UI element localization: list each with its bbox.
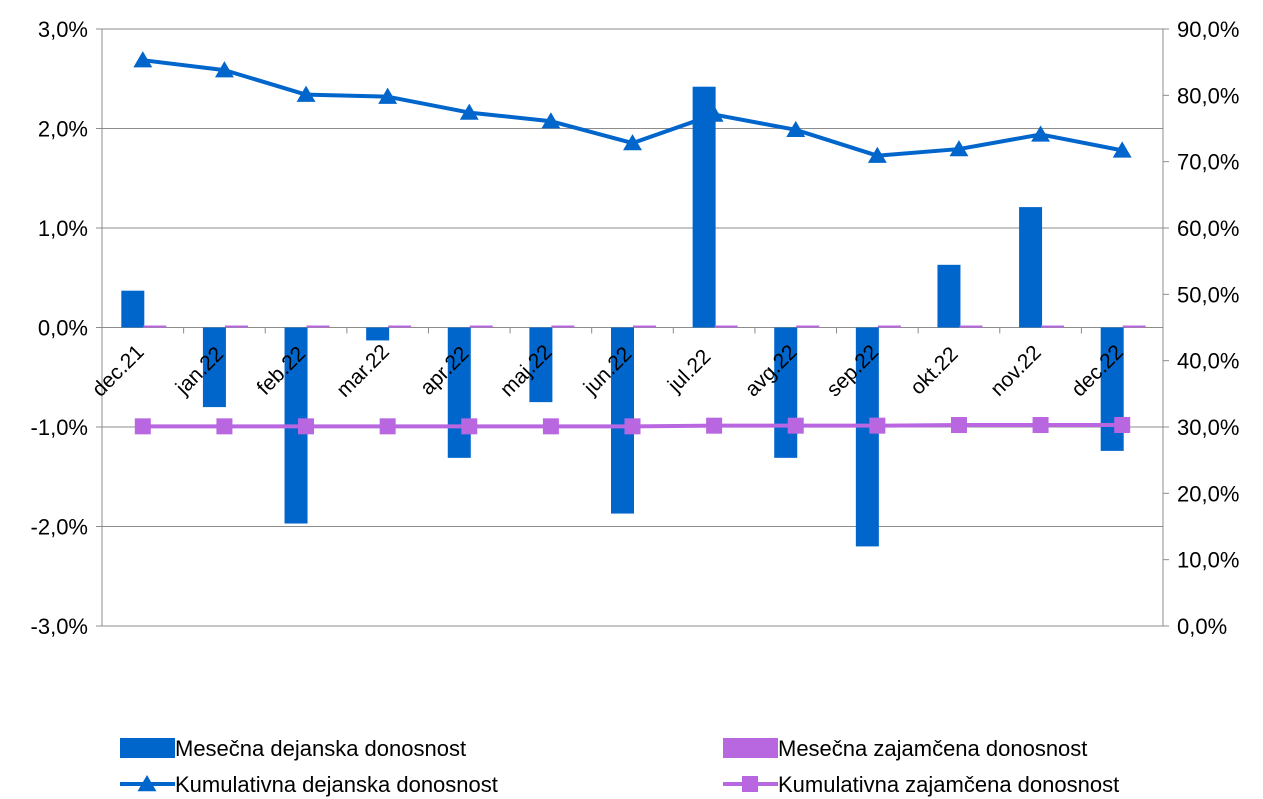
line-point <box>541 112 561 129</box>
line-point <box>1031 125 1051 142</box>
line-point <box>134 418 151 435</box>
bar <box>877 325 901 328</box>
left-tick-label: 2,0% <box>38 117 88 142</box>
legend-label: Mesečna zajamčena donosnost <box>778 736 1087 761</box>
left-axis-ticks: 3,0% 2,0% 1,0% 0,0% -1,0% -2,0% -3,0% <box>31 17 88 639</box>
bar <box>937 264 961 328</box>
bar <box>121 290 145 328</box>
bar <box>714 325 738 328</box>
line-point <box>869 417 886 434</box>
left-tick-label: 3,0% <box>38 17 88 42</box>
line-point <box>786 120 806 138</box>
line-point <box>787 417 804 434</box>
line-point <box>216 418 233 435</box>
right-tick-label: 30,0% <box>1177 415 1239 440</box>
bar <box>855 327 879 547</box>
legend-label: Kumulativna zajamčena donosnost <box>778 772 1119 797</box>
line-point <box>706 417 723 434</box>
legend-swatch <box>120 738 175 758</box>
line-point <box>459 103 479 120</box>
left-tick-label: -3,0% <box>31 614 88 639</box>
line-point <box>623 134 642 151</box>
left-tick-label: -2,0% <box>31 515 88 540</box>
bar <box>611 327 634 514</box>
legend-label: Mesečna dejanska donosnost <box>175 736 466 761</box>
right-tick-label: 50,0% <box>1177 282 1239 307</box>
line-point <box>1114 417 1131 434</box>
line-point <box>704 105 724 122</box>
bars <box>121 86 1146 547</box>
right-tick-label: 60,0% <box>1177 216 1239 241</box>
bar <box>1041 325 1065 328</box>
line-point <box>378 87 398 104</box>
bar <box>796 325 820 328</box>
line-point <box>950 417 967 434</box>
line-point <box>624 418 641 435</box>
bar <box>692 86 716 328</box>
line-point <box>298 418 315 435</box>
bar <box>224 325 248 328</box>
x-axis-ticks: dec.21 jan.22 feb.22 mar.22 apr.22 maj.22 jun.… <box>88 340 1128 402</box>
bar <box>469 325 493 328</box>
right-tick-label: 70,0% <box>1177 150 1239 175</box>
x-tick-label: nov.22 <box>986 341 1046 401</box>
line-point <box>542 418 559 435</box>
lines <box>133 51 1132 435</box>
bar <box>551 325 575 328</box>
line-point <box>214 61 234 78</box>
bar <box>633 325 656 328</box>
left-tick-label: 1,0% <box>38 216 88 241</box>
bar <box>529 327 553 403</box>
right-tick-label: 90,0% <box>1177 17 1239 42</box>
line-point <box>461 418 478 435</box>
bar <box>202 327 226 408</box>
line-point <box>379 418 396 435</box>
line-point <box>1112 141 1132 158</box>
right-tick-label: 0,0% <box>1177 614 1227 639</box>
right-tick-label: 40,0% <box>1177 349 1239 374</box>
right-tick-label: 80,0% <box>1177 83 1239 108</box>
line-point <box>1032 417 1049 434</box>
x-tick-label: okt.22 <box>906 343 963 400</box>
line-point <box>133 51 153 68</box>
x-tick-label: dec.21 <box>88 340 149 401</box>
legend-swatch <box>723 738 778 758</box>
x-tick-label: mar.22 <box>332 340 394 402</box>
bar <box>388 325 412 328</box>
right-tick-label: 10,0% <box>1177 548 1239 573</box>
bar <box>959 325 983 328</box>
bar <box>143 325 167 328</box>
line-point <box>867 146 887 163</box>
legend-marker <box>742 776 758 792</box>
line-point <box>949 140 969 157</box>
right-axis-ticks: 90,0% 80,0% 70,0% 60,0% 50,0% 40,0% 30,0% 20,0%… <box>1177 17 1239 639</box>
bar <box>366 327 390 341</box>
right-tick-label: 20,0% <box>1177 481 1239 506</box>
left-tick-label: 0,0% <box>38 316 88 341</box>
legend: Mesečna dejanska donosnost Mesečna zajamč… <box>120 736 1119 797</box>
bar <box>1122 325 1146 328</box>
bar <box>306 325 330 328</box>
legend-label: Kumulativna dejanska donosnost <box>175 772 498 797</box>
left-tick-label: -1,0% <box>31 415 88 440</box>
line-point <box>296 85 316 102</box>
bar <box>1019 207 1043 328</box>
x-tick-label: jul.22 <box>663 345 715 397</box>
legend-marker <box>137 775 157 792</box>
